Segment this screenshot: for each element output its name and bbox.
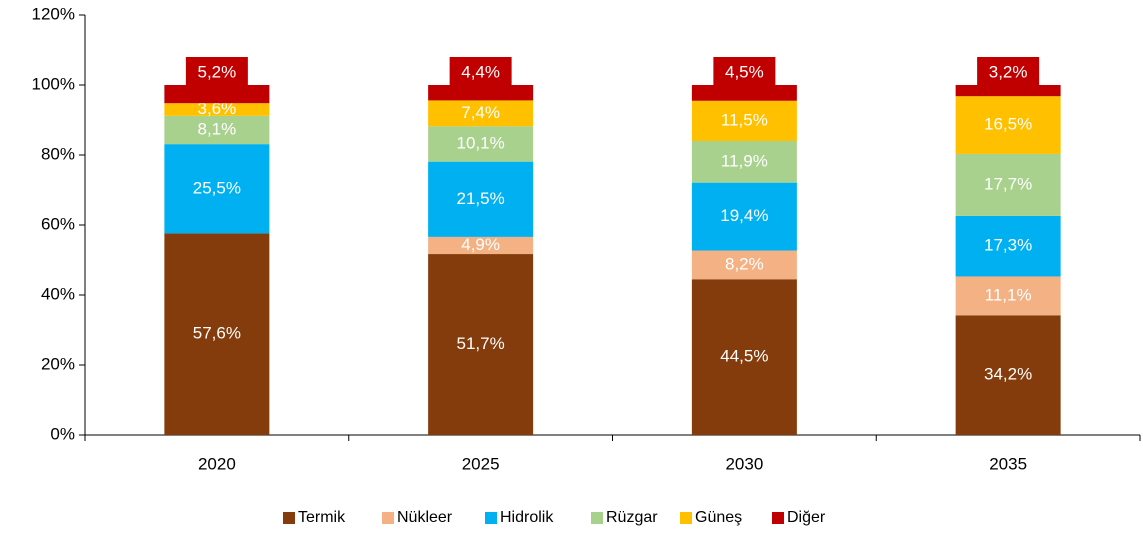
y-tick-label: 40% (41, 284, 75, 303)
value-label: 11,5% (721, 110, 768, 129)
y-tick-label: 20% (41, 354, 75, 373)
legend-label: Güneş (695, 509, 742, 526)
legend-label: Rüzgar (606, 509, 658, 526)
value-label: 16,5% (984, 115, 1032, 134)
bar-segment (164, 115, 270, 145)
value-label: 17,3% (984, 236, 1032, 255)
bar-segment (428, 126, 534, 162)
x-tick-label: 2030 (725, 454, 763, 473)
legend-swatch (485, 512, 497, 524)
bar-segment (955, 276, 1061, 316)
bar-segment (691, 182, 797, 251)
y-tick-label: 60% (41, 214, 75, 233)
value-label: 3,2% (989, 62, 1028, 81)
bar-segment (955, 85, 1061, 97)
value-label: 7,4% (461, 103, 500, 122)
y-tick-label: 100% (32, 74, 75, 93)
x-tick-label: 2020 (198, 454, 236, 473)
bar-segment (428, 161, 534, 237)
label-box (977, 57, 1040, 89)
label-box (185, 57, 248, 89)
bar-segment (691, 250, 797, 280)
value-label: 44,5% (720, 347, 768, 366)
value-label: 19,4% (720, 206, 768, 225)
legend-label: Diğer (787, 509, 826, 526)
bar-segment (691, 100, 797, 141)
legend-swatch (382, 512, 394, 524)
value-label: 11,1% (985, 285, 1032, 304)
value-label: 3,6% (198, 99, 237, 118)
bar-segment (164, 103, 270, 116)
bar-segment (164, 144, 270, 234)
legend-label: Nükleer (397, 509, 453, 526)
bar-segment (955, 215, 1061, 277)
value-label: 34,2% (984, 365, 1032, 384)
value-label: 21,5% (457, 189, 505, 208)
bar-segment (164, 85, 270, 104)
y-tick-label: 80% (41, 144, 75, 163)
legend-swatch (680, 512, 692, 524)
value-label: 17,7% (984, 174, 1032, 193)
bar-segment (955, 96, 1061, 154)
x-tick-label: 2035 (989, 454, 1027, 473)
value-label: 4,4% (461, 62, 500, 81)
value-label: 8,2% (725, 254, 764, 273)
value-label: 51,7% (457, 334, 505, 353)
bar-segment (955, 153, 1061, 216)
legend-label: Hidrolik (500, 509, 554, 526)
y-tick-label: 0% (50, 424, 75, 443)
bar-segment (691, 279, 797, 435)
bar-segment (955, 315, 1061, 435)
bar-segment (428, 254, 534, 435)
value-label: 11,9% (721, 151, 768, 170)
bar-segment (691, 141, 797, 183)
value-label: 25,5% (193, 178, 241, 197)
value-label: 4,5% (725, 62, 764, 81)
label-box (713, 57, 776, 89)
value-label: 8,1% (198, 119, 237, 138)
bar-segment (428, 236, 534, 255)
value-label: 10,1% (457, 133, 505, 152)
value-label: 4,9% (461, 235, 500, 254)
legend-label: Termik (298, 509, 346, 526)
legend-swatch (591, 512, 603, 524)
value-label: 57,6% (193, 324, 241, 343)
value-label: 5,2% (198, 62, 237, 81)
bar-segment (428, 100, 534, 127)
bar-segment (164, 233, 270, 435)
label-box (449, 57, 512, 89)
y-tick-label: 120% (32, 4, 75, 23)
legend-swatch (772, 512, 784, 524)
legend-swatch (283, 512, 295, 524)
x-tick-label: 2025 (462, 454, 500, 473)
